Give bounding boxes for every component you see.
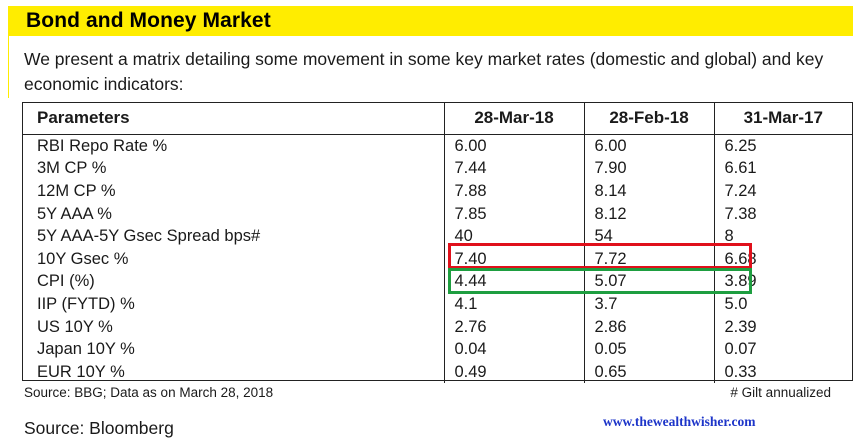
rate-value: 0.33 [713,360,852,384]
section-header: Bond and Money Market [8,6,853,36]
table-row: 3M CP % 7.44 7.90 6.61 [23,157,852,180]
intro-paragraph: We present a matrix detailing some movem… [24,49,824,94]
rate-value: 3.7 [583,292,714,316]
rate-value: 7.44 [443,157,584,180]
section-title: Bond and Money Market [26,9,271,32]
rates-matrix: Parameters 28-Mar-18 28-Feb-18 31-Mar-17… [23,103,852,384]
rate-value: 0.07 [713,337,852,361]
parameter-name: RBI Repo Rate % [37,136,168,155]
rate-value: 8 [713,224,852,248]
rate-value: 4.1 [443,292,584,316]
rate-value: 8.14 [583,179,714,203]
header-accent-rule [8,36,9,98]
rate-value: 7.72 [583,247,714,271]
rate-value: 6.00 [443,134,584,158]
column-header-parameters: Parameters [23,103,444,135]
parameter-name: 12M CP % [37,181,116,200]
rate-value: 2.76 [443,315,584,338]
rate-value: 2.86 [583,315,714,338]
table-row: 5Y AAA-5Y Gsec Spread bps# 40 54 8 [23,224,852,248]
parameter-name: 3M CP % [37,159,107,178]
table-row: IIP (FYTD) % 4.1 3.7 5.0 [23,292,852,316]
table-row: EUR 10Y % 0.49 0.65 0.33 [23,360,852,384]
parameter-name: EUR 10Y % [37,362,125,381]
rate-value: 7.85 [443,202,584,225]
data-source-note: Source: BBG; Data as on March 28, 2018 [24,385,274,400]
rate-value: 0.04 [443,337,584,361]
parameter-name: 10Y Gsec % [37,249,129,268]
market-rates-table: Parameters 28-Mar-18 28-Feb-18 31-Mar-17… [22,102,853,384]
rate-value: 0.49 [443,360,584,384]
rate-value: 7.90 [583,157,714,180]
source-credit: Source: Bloomberg [24,418,174,438]
parameter-name: 5Y AAA-5Y Gsec Spread bps# [37,227,261,246]
parameter-name: IIP (FYTD) % [37,294,135,313]
rate-value: 0.05 [583,337,714,361]
website-watermark: www.thewealthwisher.com [603,414,756,429]
rate-value: 0.65 [583,360,714,384]
table-row-cpi: CPI (%) 4.44 5.07 3.89 [23,270,852,293]
rate-value: 8.12 [583,202,714,225]
parameter-name: 5Y AAA % [37,204,112,223]
rate-value: 7.24 [713,179,852,203]
column-header-date: 31-Mar-17 [713,103,852,135]
rate-value: 7.88 [443,179,584,203]
gilt-footnote: # Gilt annualized [730,385,831,400]
rate-value: 40 [443,224,584,248]
rate-value: 4.44 [443,270,584,293]
rate-value: 5.07 [583,270,714,293]
table-row: Japan 10Y % 0.04 0.05 0.07 [23,337,852,361]
table-row: RBI Repo Rate % 6.00 6.00 6.25 [23,134,852,158]
table-row: 5Y AAA % 7.85 8.12 7.38 [23,202,852,225]
rate-value: 6.68 [713,247,852,271]
rate-value: 7.40 [443,247,584,271]
parameter-name: CPI (%) [37,272,95,291]
rate-value: 6.25 [713,134,852,158]
parameter-name: US 10Y % [37,317,113,336]
table-row: US 10Y % 2.76 2.86 2.39 [23,315,852,338]
column-header-date: 28-Feb-18 [583,103,714,135]
rate-value: 54 [583,224,714,248]
rate-value: 6.61 [713,157,852,180]
rate-value: 3.89 [713,270,852,293]
parameter-name: Japan 10Y % [37,340,135,359]
rate-value: 2.39 [713,315,852,338]
table-header-row: Parameters 28-Mar-18 28-Feb-18 31-Mar-17 [23,103,852,135]
column-header-date: 28-Mar-18 [443,103,584,135]
rate-value: 7.38 [713,202,852,225]
rate-value: 5.0 [713,292,852,316]
table-row-gsec: 10Y Gsec % 7.40 7.72 6.68 [23,247,852,271]
rate-value: 6.00 [583,134,714,158]
table-row: 12M CP % 7.88 8.14 7.24 [23,179,852,203]
